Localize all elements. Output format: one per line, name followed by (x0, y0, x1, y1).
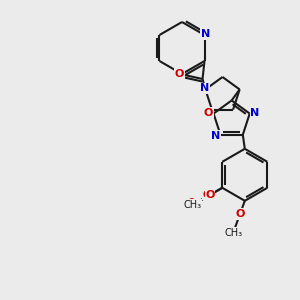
Text: O: O (204, 108, 213, 118)
Text: CH₃: CH₃ (224, 228, 242, 238)
Text: O: O (175, 69, 184, 79)
Text: O: O (203, 190, 212, 200)
Text: N: N (200, 83, 209, 93)
Text: N: N (211, 131, 220, 141)
Text: O: O (235, 209, 245, 219)
Text: CH₃: CH₃ (184, 200, 202, 210)
Text: N: N (201, 29, 210, 39)
Text: O: O (206, 190, 215, 200)
Text: O: O (188, 198, 195, 208)
Text: N: N (250, 108, 259, 118)
